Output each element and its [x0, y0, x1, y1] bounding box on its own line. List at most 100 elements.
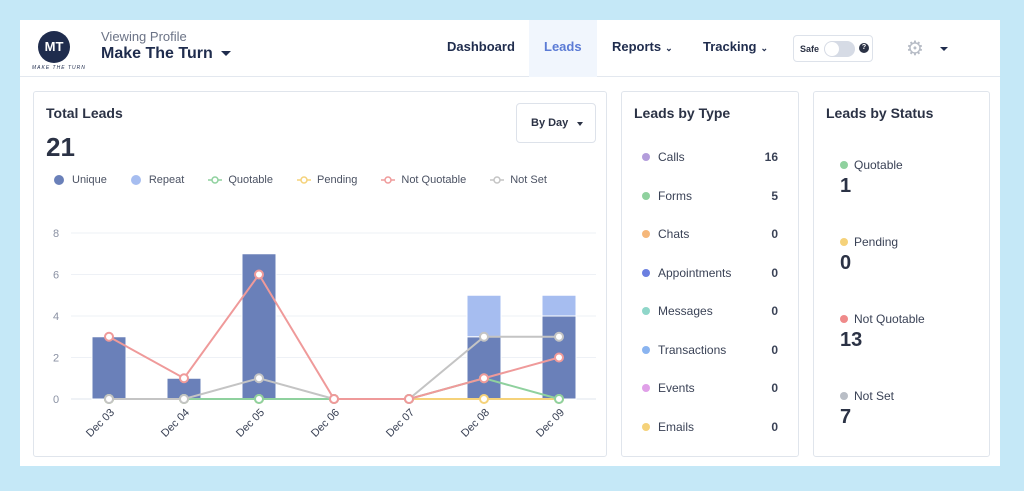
legend-item[interactable]: Repeat: [130, 174, 185, 186]
lead-type-row: Messages 0: [642, 304, 778, 318]
point-not-quotable: [554, 352, 564, 363]
point-not-quotable: [104, 331, 114, 342]
status-item: Not Set 7: [840, 389, 894, 429]
by-day-label: By Day: [531, 117, 569, 129]
leads-by-status-card: Leads by Status Quotable 1 Pending 0 Not Quo…: [813, 91, 990, 457]
status-color-dot: [840, 238, 848, 246]
legend-label: Unique: [72, 174, 107, 186]
status-item: Pending 0: [840, 235, 898, 275]
point-not-set: [104, 394, 114, 404]
type-label: Forms: [658, 188, 692, 203]
type-count: 0: [771, 265, 778, 280]
bar-unique: [91, 336, 127, 400]
lead-type-row: Emails 0: [642, 420, 778, 434]
type-color-dot: [642, 268, 650, 277]
legend-line-marker-icon: [297, 176, 311, 184]
help-icon[interactable]: ?: [859, 43, 869, 53]
legend-item[interactable]: Not Quotable: [381, 174, 466, 186]
y-tick-label: 4: [53, 311, 59, 323]
x-tick-label: Dec 08: [459, 407, 492, 440]
lead-type-row: Transactions 0: [642, 343, 778, 357]
type-count: 16: [764, 150, 778, 164]
chevron-down-icon: ⌄: [665, 43, 673, 53]
legend-item[interactable]: Pending: [297, 174, 357, 186]
type-count: 0: [771, 342, 778, 357]
top-header: MT MAKE THE TURN Viewing Profile Make Th…: [20, 20, 1000, 77]
type-color-dot: [642, 230, 650, 238]
point-not-quotable: [404, 394, 414, 404]
legend-item[interactable]: Not Set: [490, 174, 547, 186]
toggle-knob: [825, 42, 839, 56]
by-day-dropdown[interactable]: By Day: [516, 103, 596, 143]
total-leads-card: Total Leads 21 By Day Unique Repeat Quotab…: [33, 91, 607, 457]
type-color-dot: [642, 422, 650, 431]
legend-line-svg: [208, 176, 223, 184]
legend-item[interactable]: Unique: [54, 174, 107, 186]
status-item: Not Quotable 13: [840, 312, 925, 352]
nav-reports[interactable]: Reports ⌄: [597, 20, 688, 77]
viewing-profile-label: Viewing Profile: [101, 29, 187, 44]
point-quotable: [554, 394, 564, 404]
type-count: 0: [771, 381, 778, 395]
x-tick-label: Dec 05: [234, 407, 267, 440]
point-not-set: [554, 331, 564, 342]
bar-repeat: [541, 294, 577, 317]
status-count: 13: [840, 329, 863, 351]
type-label: Appointments: [658, 265, 732, 280]
status-count: 1: [840, 175, 852, 197]
x-tick-label: Dec 04: [159, 407, 192, 440]
y-tick-label: 0: [53, 394, 59, 406]
status-color-dot: [840, 315, 848, 323]
legend-label: Repeat: [148, 174, 185, 186]
legend-line-svg: [490, 176, 505, 184]
type-color-dot: [642, 191, 650, 200]
type-count: 0: [771, 304, 778, 318]
chart-legend: Unique Repeat Quotable Pending Not Quotable N…: [54, 174, 571, 186]
status-color-dot: [840, 392, 848, 400]
card-title: Leads by Status: [826, 105, 934, 121]
profile-selector[interactable]: Make The Turn: [101, 45, 231, 63]
leads-by-type-card: Leads by Type Calls 16 Forms 5 Chats 0 Appoint…: [621, 91, 799, 457]
chevron-down-icon: ⌄: [760, 43, 769, 53]
gear-icon[interactable]: ⚙: [906, 38, 924, 60]
caret-down-icon: [577, 122, 583, 126]
status-count: 7: [840, 406, 852, 428]
legend-line-marker-icon: [208, 176, 223, 184]
x-tick-label: Dec 09: [534, 407, 567, 440]
caret-down-icon: [220, 51, 231, 57]
bar-repeat: [466, 294, 502, 338]
lead-type-row: Forms 5: [642, 189, 778, 203]
type-label: Events: [658, 381, 695, 395]
leads-chart: 0 2 4 6 8 Dec 03 Dec 04 Dec 05 Dec 06 Dec 07 Dec 0…: [53, 228, 596, 440]
type-color-dot: [642, 384, 650, 392]
nav-tracking-label: Tracking: [703, 39, 757, 54]
x-tick-label: Dec 03: [84, 407, 117, 440]
nav-tracking[interactable]: Tracking ⌄: [688, 20, 783, 77]
legend-dot-icon: [54, 175, 64, 185]
point-not-set: [254, 373, 264, 384]
safe-toggle[interactable]: [824, 41, 855, 57]
y-tick-label: 2: [53, 353, 59, 365]
type-label: Calls: [658, 150, 685, 164]
legend-label: Not Quotable: [401, 174, 467, 186]
type-count: 5: [771, 188, 778, 203]
point-quotable: [254, 394, 264, 404]
legend-item[interactable]: Quotable: [208, 174, 273, 186]
lead-type-row: Chats 0: [642, 227, 778, 241]
caret-down-icon[interactable]: [940, 47, 948, 51]
brand-logo[interactable]: MT: [38, 31, 70, 63]
point-not-set: [179, 394, 189, 404]
type-color-dot: [642, 345, 650, 354]
x-tick-label: Dec 06: [309, 407, 342, 440]
status-item: Quotable 1: [840, 158, 903, 198]
legend-line-marker-icon: [381, 176, 396, 184]
type-count: 0: [771, 227, 778, 241]
nav-dashboard[interactable]: Dashboard: [447, 39, 515, 54]
card-title: Total Leads: [46, 105, 123, 121]
point-not-set: [479, 331, 489, 342]
lead-type-row: Calls 16: [642, 150, 778, 164]
lead-type-row: Events 0: [642, 381, 778, 395]
type-count: 0: [771, 419, 778, 434]
x-tick-label: Dec 07: [384, 407, 417, 440]
nav-leads[interactable]: Leads: [529, 20, 597, 77]
